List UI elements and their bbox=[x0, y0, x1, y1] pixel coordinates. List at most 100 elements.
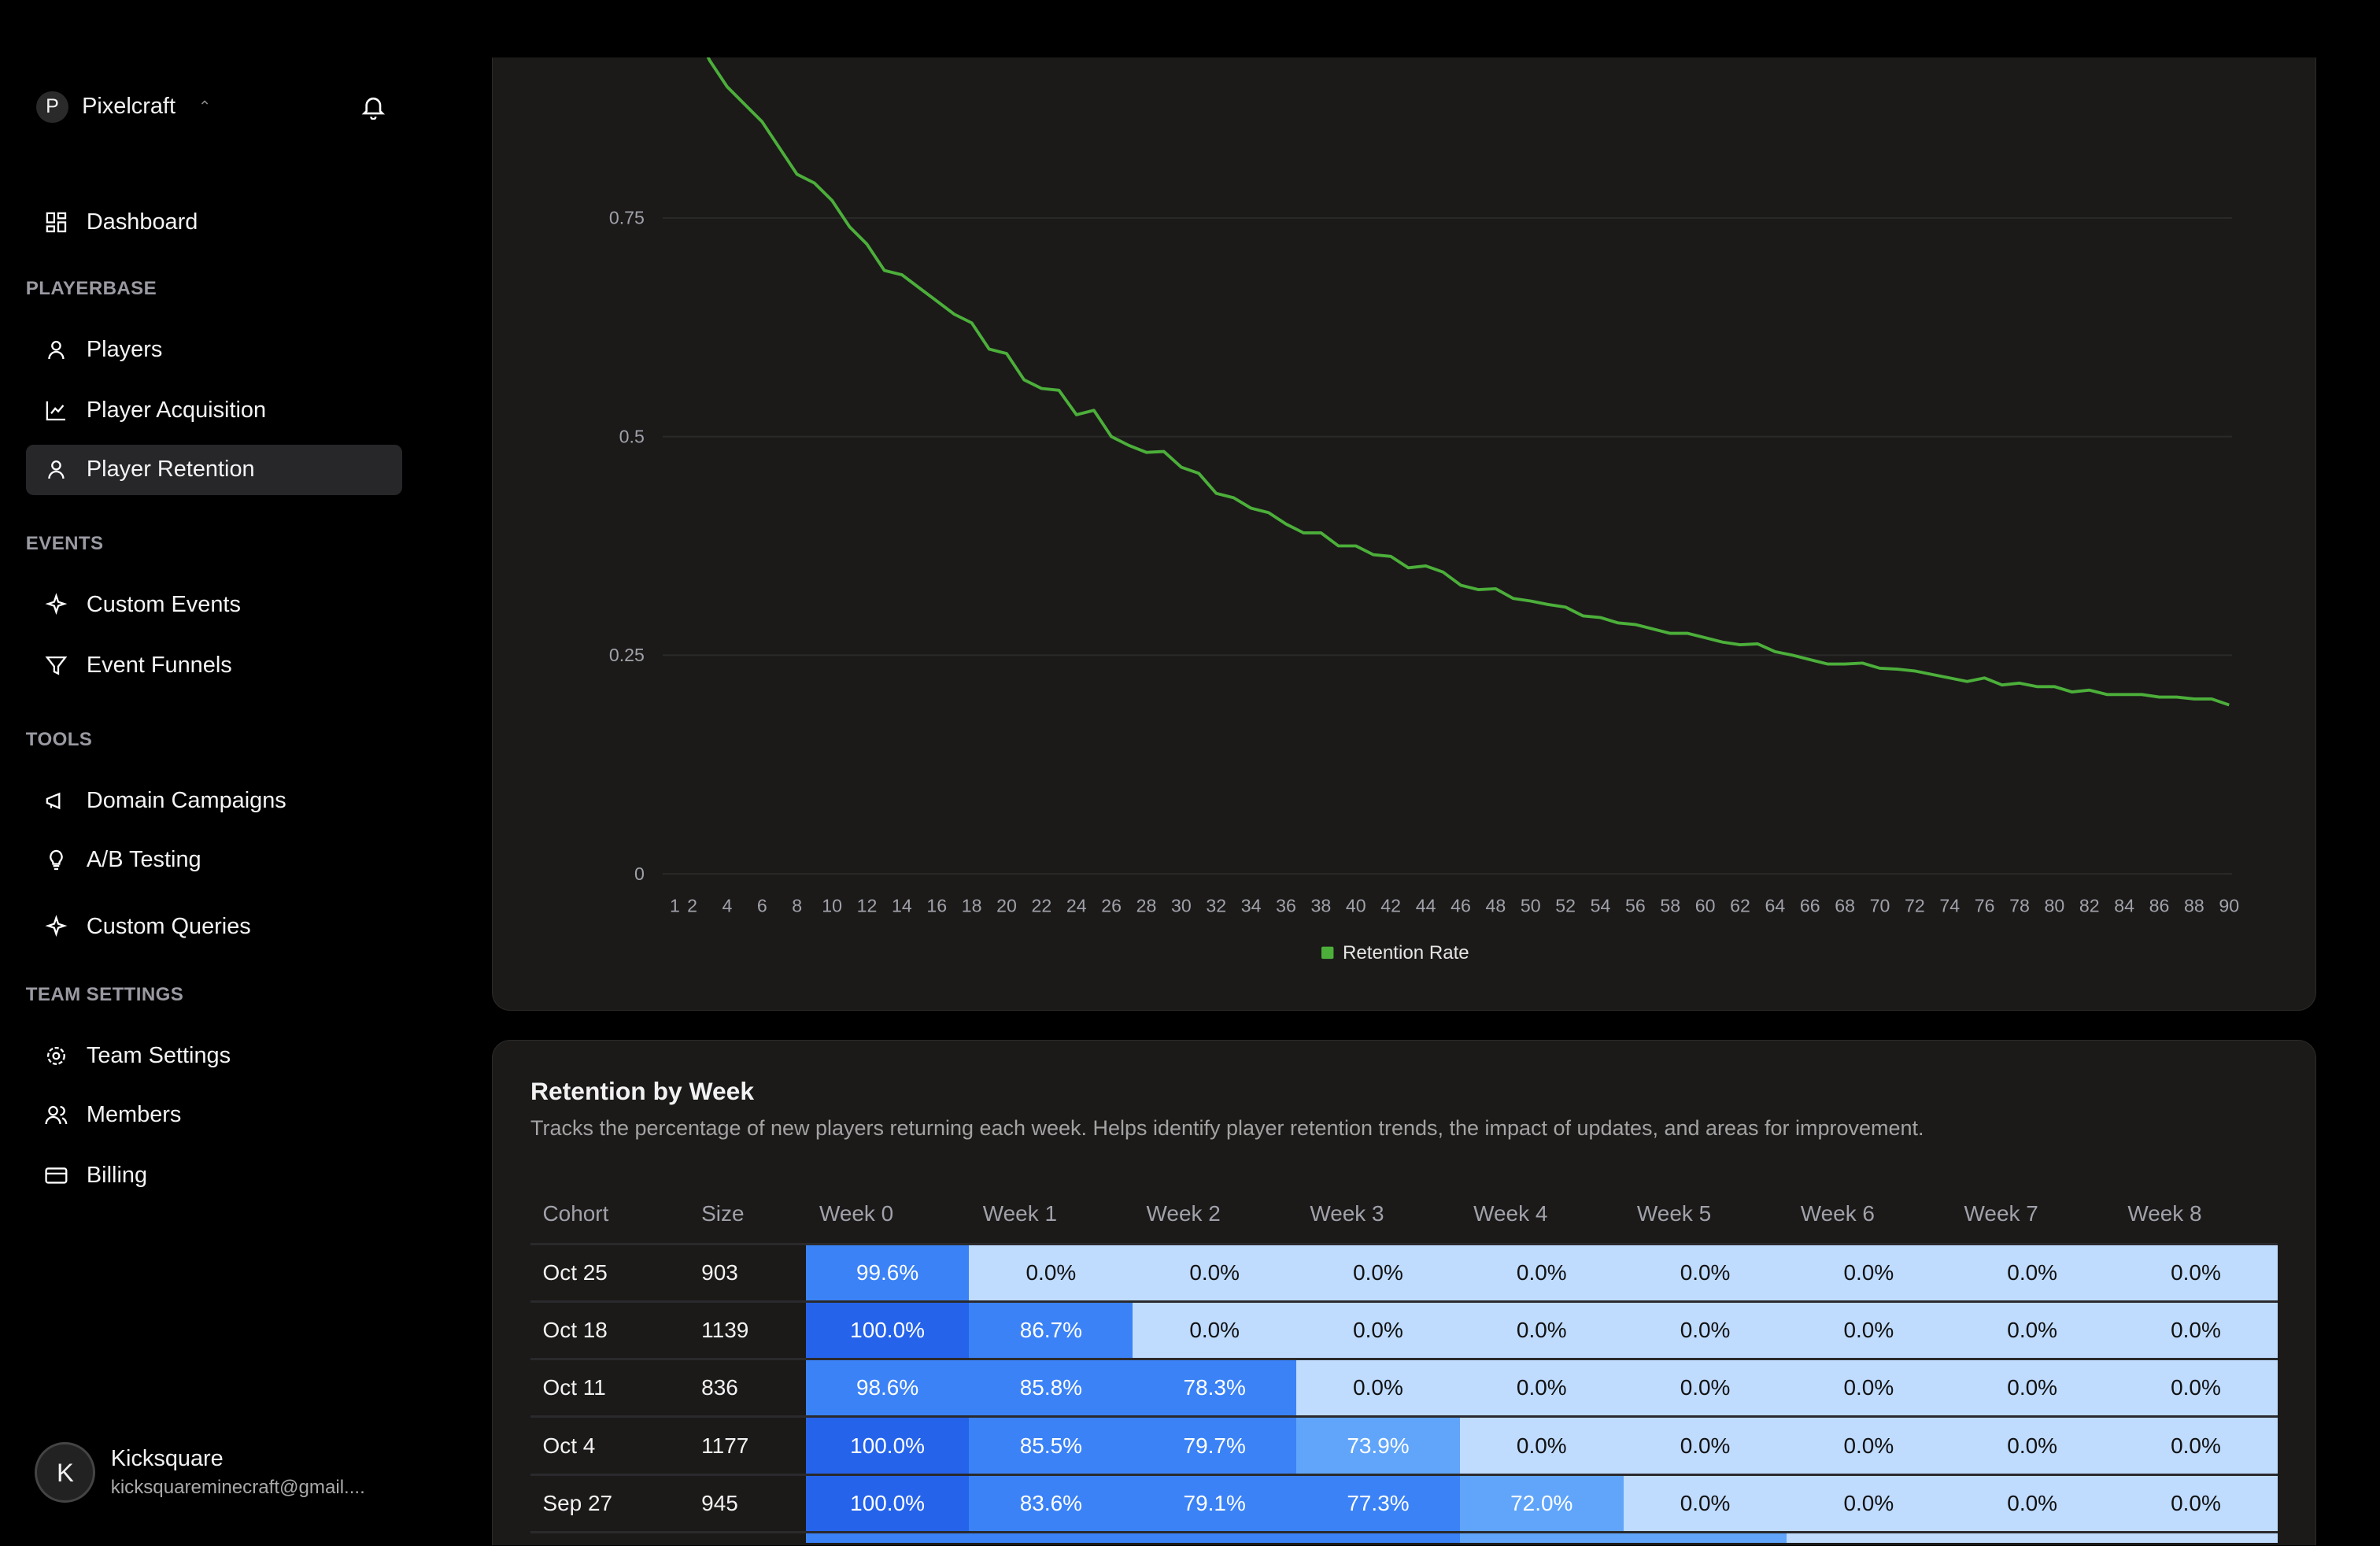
sidebar-item-dashboard[interactable]: Dashboard bbox=[26, 198, 402, 248]
sidebar-item-custom-events[interactable]: Custom Events bbox=[26, 580, 402, 631]
column-header[interactable]: Size bbox=[701, 1200, 745, 1226]
column-header[interactable]: Cohort bbox=[542, 1200, 609, 1226]
sidebar-item-domain-campaigns[interactable]: Domain Campaigns bbox=[26, 775, 402, 826]
retention-cell: 0.0% bbox=[1459, 1302, 1624, 1359]
section-title: Retention by Week bbox=[530, 1077, 755, 1106]
retention-chart-card: 0 0.25 0.5 0.75 1 2 4 6 8 10 12 14 16 18 20 22 24 26 28 30 3… bbox=[491, 0, 2316, 1012]
x-tick-label: 48 bbox=[1485, 895, 1506, 915]
x-tick-label: 2 bbox=[687, 895, 697, 915]
retention-cell: 0.0% bbox=[2114, 1245, 2278, 1300]
top-bar bbox=[455, 0, 2380, 58]
retention-cell: 99.6% bbox=[805, 1245, 970, 1300]
retention-cell: 0.0% bbox=[1133, 1245, 1297, 1300]
retention-cell: 79.1% bbox=[1133, 1475, 1297, 1531]
x-tick-label: 76 bbox=[1975, 895, 1995, 915]
x-tick-label: 36 bbox=[1276, 895, 1296, 915]
x-tick-label: 26 bbox=[1101, 895, 1122, 915]
x-tick-label: 82 bbox=[2079, 895, 2100, 915]
x-tick-label: 12 bbox=[856, 895, 877, 915]
x-tick-label: 80 bbox=[2044, 895, 2064, 915]
x-tick-label: 20 bbox=[996, 895, 1017, 915]
domain-campaigns-icon bbox=[46, 792, 61, 810]
x-tick-label: 62 bbox=[1730, 895, 1750, 915]
table-row-partial bbox=[530, 1530, 2278, 1544]
size-cell: 836 bbox=[701, 1375, 738, 1400]
retention-cell: 0.0% bbox=[1787, 1302, 1951, 1359]
x-tick-label: 28 bbox=[1136, 895, 1157, 915]
y-tick-label: 0.5 bbox=[619, 426, 645, 446]
dashboard-icon bbox=[46, 212, 67, 233]
y-tick-label: 0.25 bbox=[609, 645, 645, 665]
x-tick-label: 38 bbox=[1310, 895, 1331, 915]
x-tick-label: 74 bbox=[1939, 895, 1960, 915]
x-tick-label: 54 bbox=[1590, 895, 1610, 915]
x-tick-label: 66 bbox=[1800, 895, 1820, 915]
retention-cell bbox=[2114, 1533, 2278, 1544]
custom-queries-icon bbox=[45, 915, 68, 938]
retention-cell: 0.0% bbox=[1950, 1360, 2115, 1416]
retention-cell: 0.0% bbox=[1787, 1245, 1951, 1300]
x-tick-label: 8 bbox=[792, 895, 802, 915]
x-tick-label: 10 bbox=[822, 895, 842, 915]
x-tick-label: 32 bbox=[1206, 895, 1226, 915]
retention-cell: 83.6% bbox=[969, 1475, 1133, 1531]
user-profile[interactable]: K Kicksquare kicksquareminecraft@gmail..… bbox=[35, 1442, 365, 1503]
sidebar-item-players[interactable]: Players bbox=[26, 325, 402, 375]
players-icon bbox=[48, 341, 65, 360]
retention-table: Cohort Size Week 0 Week 1 Week 2 Week 3 Week 4… bbox=[530, 1185, 2278, 1544]
team-switcher[interactable]: P Pixelcraft ⌃ bbox=[36, 91, 211, 124]
sidebar-item-billing[interactable]: Billing bbox=[26, 1151, 402, 1201]
x-tick-label: 56 bbox=[1625, 895, 1646, 915]
column-header[interactable]: Week 6 bbox=[1800, 1200, 1875, 1226]
cohort-cell: Sep 27 bbox=[542, 1490, 613, 1515]
sidebar-item-a-b-testing[interactable]: A/B Testing bbox=[26, 835, 402, 886]
column-header[interactable]: Week 7 bbox=[1964, 1200, 2038, 1226]
x-tick-label: 86 bbox=[2149, 895, 2170, 915]
retention-cell: 0.0% bbox=[1950, 1418, 2115, 1474]
sidebar-item-members[interactable]: Members bbox=[26, 1090, 402, 1141]
column-header[interactable]: Week 2 bbox=[1146, 1200, 1221, 1226]
retention-table-card: Retention by Week Tracks the percentage … bbox=[491, 1040, 2316, 1546]
sidebar-item-player-retention[interactable]: Player Retention bbox=[25, 445, 403, 495]
column-header[interactable]: Week 8 bbox=[2127, 1200, 2202, 1226]
table-row: Sep 27 945 100.0% 83.6% 79.1% 77.3% 72.0% 0.0% 0… bbox=[530, 1473, 2278, 1531]
bell-icon[interactable] bbox=[360, 93, 387, 120]
retention-cell: 78.3% bbox=[1133, 1360, 1297, 1416]
column-header[interactable]: Week 1 bbox=[982, 1200, 1057, 1226]
column-header[interactable]: Week 4 bbox=[1473, 1200, 1548, 1226]
sidebar-item-custom-queries[interactable]: Custom Queries bbox=[26, 902, 402, 952]
x-tick-label: 46 bbox=[1451, 895, 1471, 915]
size-cell: 903 bbox=[701, 1259, 738, 1285]
retention-rate-line bbox=[673, 0, 2230, 707]
retention-cell: 86.7% bbox=[969, 1302, 1133, 1359]
retention-cell: 100.0% bbox=[805, 1475, 970, 1531]
legend-label[interactable]: Retention Rate bbox=[1343, 942, 1469, 963]
size-cell: 945 bbox=[701, 1490, 738, 1515]
retention-cell: 0.0% bbox=[1623, 1418, 1787, 1474]
sidebar-item-event-funnels[interactable]: Event Funnels bbox=[26, 641, 402, 691]
retention-cell: 0.0% bbox=[1787, 1418, 1951, 1474]
retention-cell bbox=[969, 1533, 1133, 1544]
retention-cell bbox=[1787, 1533, 1951, 1544]
retention-cell: 73.9% bbox=[1296, 1418, 1460, 1474]
retention-cell: 0.0% bbox=[1296, 1302, 1460, 1359]
sidebar-item-team-settings[interactable]: Team Settings bbox=[26, 1030, 402, 1081]
sidebar-item-label: Members bbox=[86, 1102, 182, 1128]
x-tick-label: 60 bbox=[1695, 895, 1716, 915]
x-tick-label: 24 bbox=[1066, 895, 1087, 915]
column-header[interactable]: Week 3 bbox=[1310, 1200, 1384, 1226]
sidebar-item-label: Domain Campaigns bbox=[86, 787, 286, 813]
retention-cell: 0.0% bbox=[2114, 1360, 2278, 1416]
retention-cell bbox=[1459, 1533, 1624, 1544]
x-tick-label: 58 bbox=[1660, 895, 1680, 915]
retention-cell: 0.0% bbox=[1950, 1302, 2115, 1359]
sidebar-item-player-acquisition[interactable]: Player Acquisition bbox=[26, 386, 402, 436]
cohort-cell: Oct 11 bbox=[542, 1375, 606, 1400]
x-tick-label: 88 bbox=[2184, 895, 2204, 915]
column-header[interactable]: Week 5 bbox=[1636, 1200, 1712, 1226]
column-header[interactable]: Week 0 bbox=[819, 1200, 894, 1226]
retention-cell: 100.0% bbox=[805, 1302, 970, 1359]
x-tick-label: 68 bbox=[1835, 895, 1855, 915]
table-row: Oct 18 1139 100.0% 86.7% 0.0% 0.0% 0.0% 0.0% 0.0… bbox=[530, 1300, 2278, 1359]
sidebar-item-label: Custom Events bbox=[86, 592, 241, 618]
